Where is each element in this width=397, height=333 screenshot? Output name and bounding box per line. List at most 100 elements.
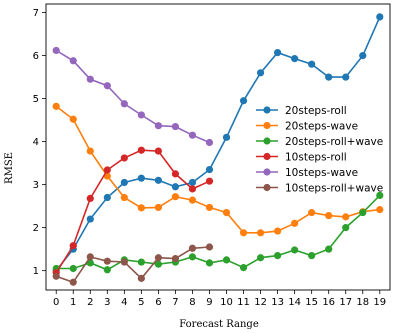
data-point-10steps-roll-plus-wave xyxy=(52,272,60,280)
data-point-20steps-roll xyxy=(154,176,162,184)
data-point-20steps-wave xyxy=(52,102,60,110)
data-point-10steps-wave xyxy=(69,57,77,65)
data-point-20steps-wave xyxy=(376,205,384,214)
data-point-10steps-roll-plus-wave xyxy=(86,253,94,261)
legend-label-10steps-wave: 10steps-wave xyxy=(285,167,358,179)
data-point-20steps-roll-plus-wave xyxy=(154,260,162,268)
data-point-20steps-roll-plus-wave xyxy=(308,251,316,260)
data-point-10steps-roll-plus-wave xyxy=(154,254,162,262)
legend-label-20steps-roll-plus-wave: 20steps-roll+wave xyxy=(285,136,383,148)
data-point-20steps-wave xyxy=(188,196,197,204)
data-point-10steps-roll xyxy=(205,177,214,185)
x-tick-label: 9 xyxy=(206,297,212,308)
data-point-20steps-roll-plus-wave xyxy=(86,259,94,267)
legend-marker-10steps-wave xyxy=(263,168,271,176)
data-point-20steps-roll xyxy=(359,52,367,60)
data-point-10steps-roll xyxy=(86,194,94,202)
x-tick-label: 12 xyxy=(254,297,267,308)
data-point-20steps-wave xyxy=(291,219,299,227)
data-point-20steps-wave xyxy=(154,203,162,212)
data-point-10steps-roll xyxy=(154,147,162,155)
x-tick-label: 5 xyxy=(138,297,144,308)
data-point-20steps-roll-plus-wave xyxy=(342,224,350,232)
data-point-20steps-wave xyxy=(325,211,333,220)
data-point-10steps-roll-plus-wave xyxy=(120,258,128,266)
series-line-10steps-wave xyxy=(55,49,210,144)
y-tick-label: 3 xyxy=(33,180,39,191)
y-tick-label: 1 xyxy=(33,266,39,277)
x-tick-label: 13 xyxy=(271,297,284,308)
data-point-20steps-wave xyxy=(69,115,77,123)
x-tick-label: 18 xyxy=(356,297,369,308)
data-point-20steps-roll-plus-wave xyxy=(205,259,214,267)
data-point-20steps-wave xyxy=(239,229,248,237)
plot-frame xyxy=(45,3,391,291)
data-point-20steps-roll-plus-wave xyxy=(359,208,367,217)
data-point-20steps-wave xyxy=(120,193,128,202)
data-point-20steps-roll xyxy=(308,60,316,68)
x-tick-label: 6 xyxy=(155,297,161,308)
data-point-10steps-roll xyxy=(137,146,145,154)
data-point-10steps-wave xyxy=(188,131,197,139)
x-tick-label: 19 xyxy=(373,297,386,308)
data-point-20steps-roll xyxy=(291,55,299,63)
data-point-20steps-roll xyxy=(376,13,384,21)
data-point-20steps-wave xyxy=(86,147,94,155)
data-point-20steps-wave xyxy=(205,203,214,212)
data-point-20steps-wave xyxy=(171,193,180,201)
data-point-20steps-roll xyxy=(256,69,265,77)
series-line-20steps-roll-plus-wave xyxy=(56,194,381,271)
data-point-20steps-roll-plus-wave xyxy=(103,266,111,274)
data-point-10steps-roll-plus-wave xyxy=(103,257,111,265)
x-tick-label: 14 xyxy=(288,297,301,308)
x-tick-label: 4 xyxy=(121,297,127,308)
data-point-10steps-wave xyxy=(171,122,180,131)
data-point-20steps-roll xyxy=(342,73,350,81)
data-point-10steps-wave xyxy=(86,75,94,83)
data-point-10steps-wave xyxy=(137,111,145,119)
data-point-20steps-wave xyxy=(342,213,350,221)
data-point-10steps-wave xyxy=(120,100,128,108)
legend-marker-20steps-roll xyxy=(263,106,271,114)
data-point-10steps-roll-plus-wave xyxy=(188,244,197,252)
legend-marker-20steps-roll-plus-wave xyxy=(263,137,271,145)
data-point-10steps-wave xyxy=(103,82,111,90)
data-point-10steps-wave xyxy=(154,122,162,130)
data-point-10steps-roll xyxy=(103,166,111,174)
x-tick-label: 10 xyxy=(220,297,233,308)
legend-marker-10steps-roll xyxy=(263,152,271,161)
x-tick-label: 11 xyxy=(237,297,250,308)
data-point-10steps-wave xyxy=(52,46,60,55)
data-point-20steps-roll xyxy=(171,183,180,191)
data-point-20steps-roll xyxy=(222,133,231,141)
data-point-20steps-wave xyxy=(222,208,231,217)
data-point-20steps-roll xyxy=(86,215,94,223)
data-point-10steps-roll-plus-wave xyxy=(205,243,214,251)
data-point-20steps-roll xyxy=(120,178,128,187)
data-point-20steps-roll xyxy=(137,174,145,182)
data-point-10steps-roll xyxy=(120,154,128,162)
data-point-20steps-roll-plus-wave xyxy=(274,251,282,260)
data-point-10steps-wave xyxy=(205,138,214,147)
data-point-20steps-roll-plus-wave xyxy=(291,246,299,254)
x-axis-title: Forecast Range xyxy=(179,319,259,330)
data-point-10steps-roll-plus-wave xyxy=(137,274,145,282)
y-tick-label: 4 xyxy=(33,137,39,148)
data-point-20steps-roll xyxy=(103,193,111,202)
y-tick-label: 2 xyxy=(33,223,39,234)
data-point-20steps-roll xyxy=(325,73,333,81)
series-line-10steps-roll-plus-wave xyxy=(55,246,210,284)
x-tick-label: 7 xyxy=(172,297,178,308)
data-point-20steps-roll-plus-wave xyxy=(325,245,333,253)
data-point-20steps-wave xyxy=(308,208,316,217)
data-point-10steps-roll-plus-wave xyxy=(69,278,77,286)
data-point-10steps-roll xyxy=(188,185,197,193)
legend-marker-20steps-wave xyxy=(263,121,271,130)
legend-label-10steps-roll-plus-wave: 10steps-roll+wave xyxy=(285,183,383,195)
series-line-10steps-roll xyxy=(55,149,210,274)
data-point-20steps-wave xyxy=(274,227,282,235)
legend-label-20steps-roll: 20steps-roll xyxy=(285,105,347,117)
data-point-10steps-roll-plus-wave xyxy=(171,255,180,263)
x-tick-label: 1 xyxy=(70,297,76,308)
